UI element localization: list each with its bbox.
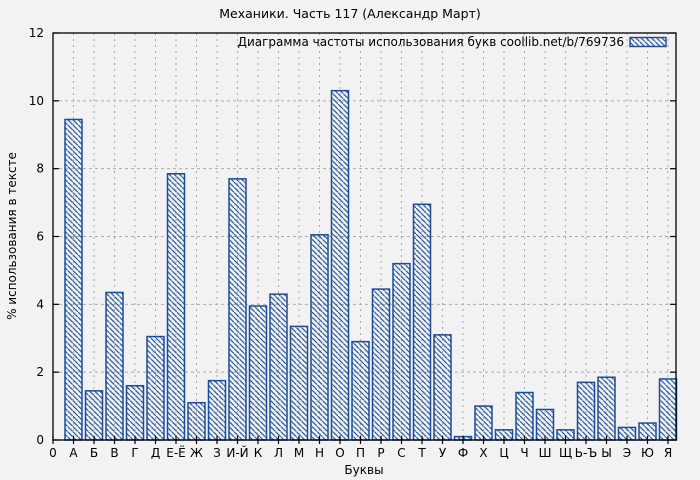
legend-swatch-icon bbox=[629, 36, 667, 48]
y-tick-label: 0 bbox=[36, 433, 44, 447]
x-tick-label: 0 bbox=[49, 446, 57, 460]
bar-Е-Ё: Е-Ё: 7.85 bbox=[166, 173, 186, 441]
bar-У: У: 3.1 bbox=[433, 334, 452, 441]
bar-И-Й: И-Й: 7.7 bbox=[228, 178, 247, 441]
legend: Диаграмма частоты использования букв coo… bbox=[238, 35, 667, 49]
x-tick-label: Л bbox=[274, 446, 283, 460]
x-tick-label: Ш bbox=[539, 446, 552, 460]
bar-Б: Б: 1.45 bbox=[84, 390, 104, 441]
bar-Я: Я: 1.8 bbox=[658, 378, 678, 441]
x-tick-label: О bbox=[335, 446, 344, 460]
x-tick-label: Н bbox=[315, 446, 324, 460]
x-tick-label: Г bbox=[131, 446, 138, 460]
bar-Ь-Ъ: Ь-Ъ: 1.7 bbox=[576, 381, 596, 441]
x-tick-label: Д bbox=[151, 446, 160, 460]
bar-З: З: 1.75 bbox=[207, 379, 227, 441]
bar-А: А: 9.45 bbox=[64, 118, 83, 441]
bar-Т: Т: 6.95 bbox=[412, 203, 432, 441]
x-tick-label: Э bbox=[623, 446, 631, 460]
bar-К: К: 3.95 bbox=[248, 305, 268, 441]
bar-В: В: 4.35 bbox=[105, 291, 124, 441]
bar-Г: Г: 1.6 bbox=[125, 384, 145, 441]
x-tick-label: А bbox=[69, 446, 78, 460]
x-tick-label: К bbox=[254, 446, 263, 460]
bar-Ш: Ш: 0.9 bbox=[535, 408, 555, 441]
bar-Х: Х: 1 bbox=[474, 405, 493, 441]
bar-Л: Л: 4.3 bbox=[269, 293, 288, 441]
bar-Ы: Ы: 1.85 bbox=[597, 376, 616, 441]
x-axis-title: Буквы bbox=[344, 463, 383, 477]
x-tick-label: У bbox=[439, 446, 447, 460]
x-tick-label: Ч bbox=[520, 446, 528, 460]
y-tick-label: 2 bbox=[36, 365, 44, 379]
x-tick-label: И-Й bbox=[226, 445, 248, 460]
bar-layer: А: 9.45Б: 1.45В: 4.35Г: 1.6Д: 3.05Е-Ё: 7… bbox=[64, 89, 678, 441]
bar-Ч: Ч: 1.4 bbox=[515, 391, 534, 441]
y-tick-label: 8 bbox=[36, 162, 44, 176]
x-tick-label: Я bbox=[664, 446, 672, 460]
x-tick-label: Ы bbox=[601, 446, 612, 460]
x-tick-label: З bbox=[213, 446, 221, 460]
x-tick-label: Р bbox=[377, 446, 384, 460]
x-tick-label: В bbox=[110, 446, 118, 460]
x-tick-label: Т bbox=[417, 446, 426, 460]
y-axis-title: % использования в тексте bbox=[5, 152, 19, 320]
x-tick-label: Ф bbox=[458, 446, 468, 460]
x-tick-label: Ю bbox=[641, 446, 654, 460]
x-tick-label: Ц bbox=[499, 446, 508, 460]
x-tick-label: Е-Ё bbox=[166, 445, 186, 460]
x-tick-label: Ь-Ъ bbox=[575, 446, 598, 460]
bar-О: О: 10.3 bbox=[330, 89, 350, 441]
bar-Ж: Ж: 1.1 bbox=[187, 401, 206, 441]
x-tick-label: Ж bbox=[190, 446, 203, 460]
chart-title: Механики. Часть 117 (Александр Март) bbox=[219, 6, 480, 21]
x-tick-label: Б bbox=[90, 446, 98, 460]
grid-layer bbox=[53, 33, 676, 440]
y-tick-label: 12 bbox=[29, 26, 44, 40]
bar-П: П: 2.9 bbox=[351, 340, 370, 441]
y-tick-label: 6 bbox=[36, 230, 44, 244]
bar-Д: Д: 3.05 bbox=[146, 335, 165, 441]
x-tick-label: М bbox=[294, 446, 304, 460]
x-tick-label: С bbox=[397, 446, 405, 460]
bar-М: М: 3.35 bbox=[289, 325, 309, 441]
legend-label: Диаграмма частоты использования букв coo… bbox=[238, 35, 624, 49]
y-tick-label: 10 bbox=[29, 94, 44, 108]
x-tick-label: Щ bbox=[559, 446, 572, 460]
x-tick-label: П bbox=[356, 446, 365, 460]
x-tick-label: Х bbox=[479, 446, 487, 460]
y-tick-label: 4 bbox=[36, 297, 44, 311]
bar-Н: Н: 6.05 bbox=[310, 234, 329, 441]
bar-Р: Р: 4.45 bbox=[371, 288, 391, 441]
bar-С: С: 5.2 bbox=[392, 262, 411, 441]
